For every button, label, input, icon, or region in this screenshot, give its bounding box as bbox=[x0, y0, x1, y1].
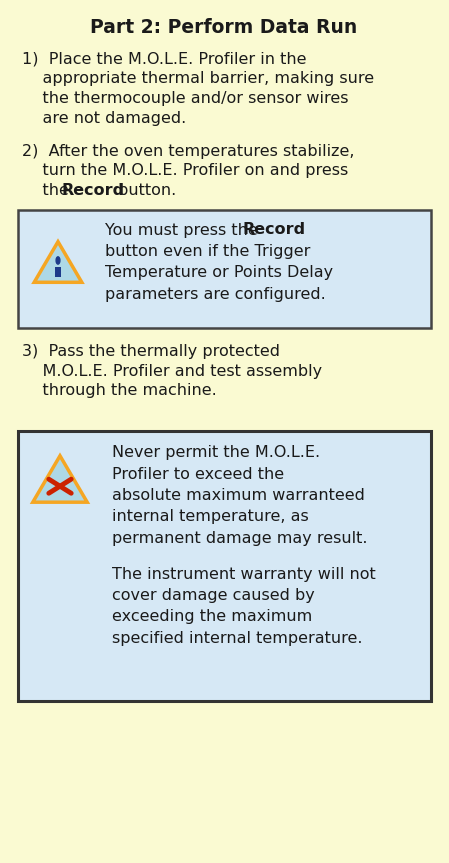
Text: exceeding the maximum: exceeding the maximum bbox=[112, 609, 312, 625]
Text: internal temperature, as: internal temperature, as bbox=[112, 509, 309, 525]
Text: are not damaged.: are not damaged. bbox=[22, 110, 186, 125]
Text: parameters are configured.: parameters are configured. bbox=[105, 287, 326, 302]
Text: You must press the: You must press the bbox=[105, 223, 263, 237]
FancyBboxPatch shape bbox=[18, 431, 431, 701]
Text: M.O.L.E. Profiler and test assembly: M.O.L.E. Profiler and test assembly bbox=[22, 364, 322, 379]
Polygon shape bbox=[33, 456, 87, 502]
FancyBboxPatch shape bbox=[55, 267, 62, 277]
FancyBboxPatch shape bbox=[18, 211, 431, 329]
Text: specified internal temperature.: specified internal temperature. bbox=[112, 631, 362, 646]
Text: cover damage caused by: cover damage caused by bbox=[112, 588, 315, 603]
Text: Record: Record bbox=[242, 223, 305, 237]
Text: button.: button. bbox=[113, 183, 176, 198]
Text: 3)  Pass the thermally protected: 3) Pass the thermally protected bbox=[22, 344, 280, 360]
Text: appropriate thermal barrier, making sure: appropriate thermal barrier, making sure bbox=[22, 72, 374, 86]
Text: Part 2: Perform Data Run: Part 2: Perform Data Run bbox=[90, 18, 357, 37]
Polygon shape bbox=[34, 242, 82, 282]
Text: absolute maximum warranteed: absolute maximum warranteed bbox=[112, 488, 365, 503]
Text: 2)  After the oven temperatures stabilize,: 2) After the oven temperatures stabilize… bbox=[22, 144, 355, 159]
Circle shape bbox=[56, 257, 60, 264]
Text: Never permit the M.O.L.E.: Never permit the M.O.L.E. bbox=[112, 445, 320, 460]
Text: through the machine.: through the machine. bbox=[22, 383, 217, 399]
Text: the: the bbox=[22, 183, 74, 198]
Text: the thermocouple and/or sensor wires: the thermocouple and/or sensor wires bbox=[22, 91, 348, 106]
Text: Temperature or Points Delay: Temperature or Points Delay bbox=[105, 266, 333, 280]
Text: The instrument warranty will not: The instrument warranty will not bbox=[112, 566, 376, 582]
Text: 1)  Place the M.O.L.E. Profiler in the: 1) Place the M.O.L.E. Profiler in the bbox=[22, 52, 307, 67]
Text: button even if the Trigger: button even if the Trigger bbox=[105, 244, 310, 259]
Text: turn the M.O.L.E. Profiler on and press: turn the M.O.L.E. Profiler on and press bbox=[22, 163, 348, 179]
Text: Profiler to exceed the: Profiler to exceed the bbox=[112, 467, 284, 482]
Text: Record: Record bbox=[62, 183, 125, 198]
Text: permanent damage may result.: permanent damage may result. bbox=[112, 531, 367, 546]
